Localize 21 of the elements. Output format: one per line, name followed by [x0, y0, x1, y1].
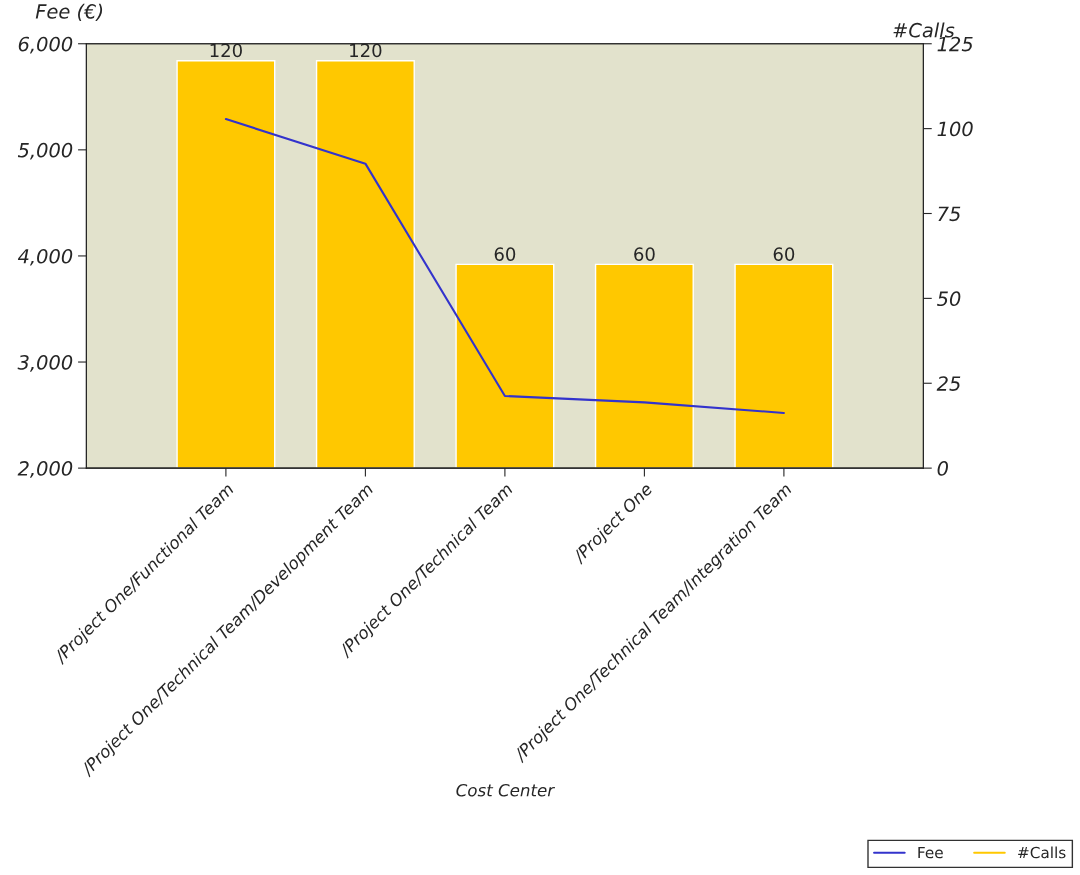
y2-axis-title: #Calls — [893, 22, 955, 38]
y-axis-title: Fee (€) — [35, 3, 103, 22]
y2-tick-label: 50 — [936, 291, 961, 307]
data-label: 60 — [773, 247, 795, 261]
data-label: 120 — [210, 43, 242, 58]
data-label: 60 — [634, 247, 655, 261]
y-tick-label: 3,000 — [17, 354, 73, 372]
y-tick-label: 4,000 — [17, 248, 73, 266]
data-label: 60 — [494, 247, 516, 261]
y-tick-label: 5,000 — [17, 142, 73, 160]
legend-label: Fee — [918, 846, 943, 859]
legend-label: #Calls — [1018, 846, 1066, 859]
y2-tick-label: 0 — [937, 461, 948, 476]
y-tick-label: 6,000 — [18, 36, 73, 54]
y2-tick-label: 100 — [937, 121, 973, 137]
y2-tick-label: 75 — [938, 206, 961, 222]
x-axis-title: Cost Center — [456, 783, 555, 797]
y-tick-label: 2,000 — [17, 461, 73, 478]
y2-tick-label: 125 — [937, 36, 973, 52]
y2-tick-label: 25 — [936, 376, 961, 391]
data-label: 120 — [350, 43, 382, 58]
